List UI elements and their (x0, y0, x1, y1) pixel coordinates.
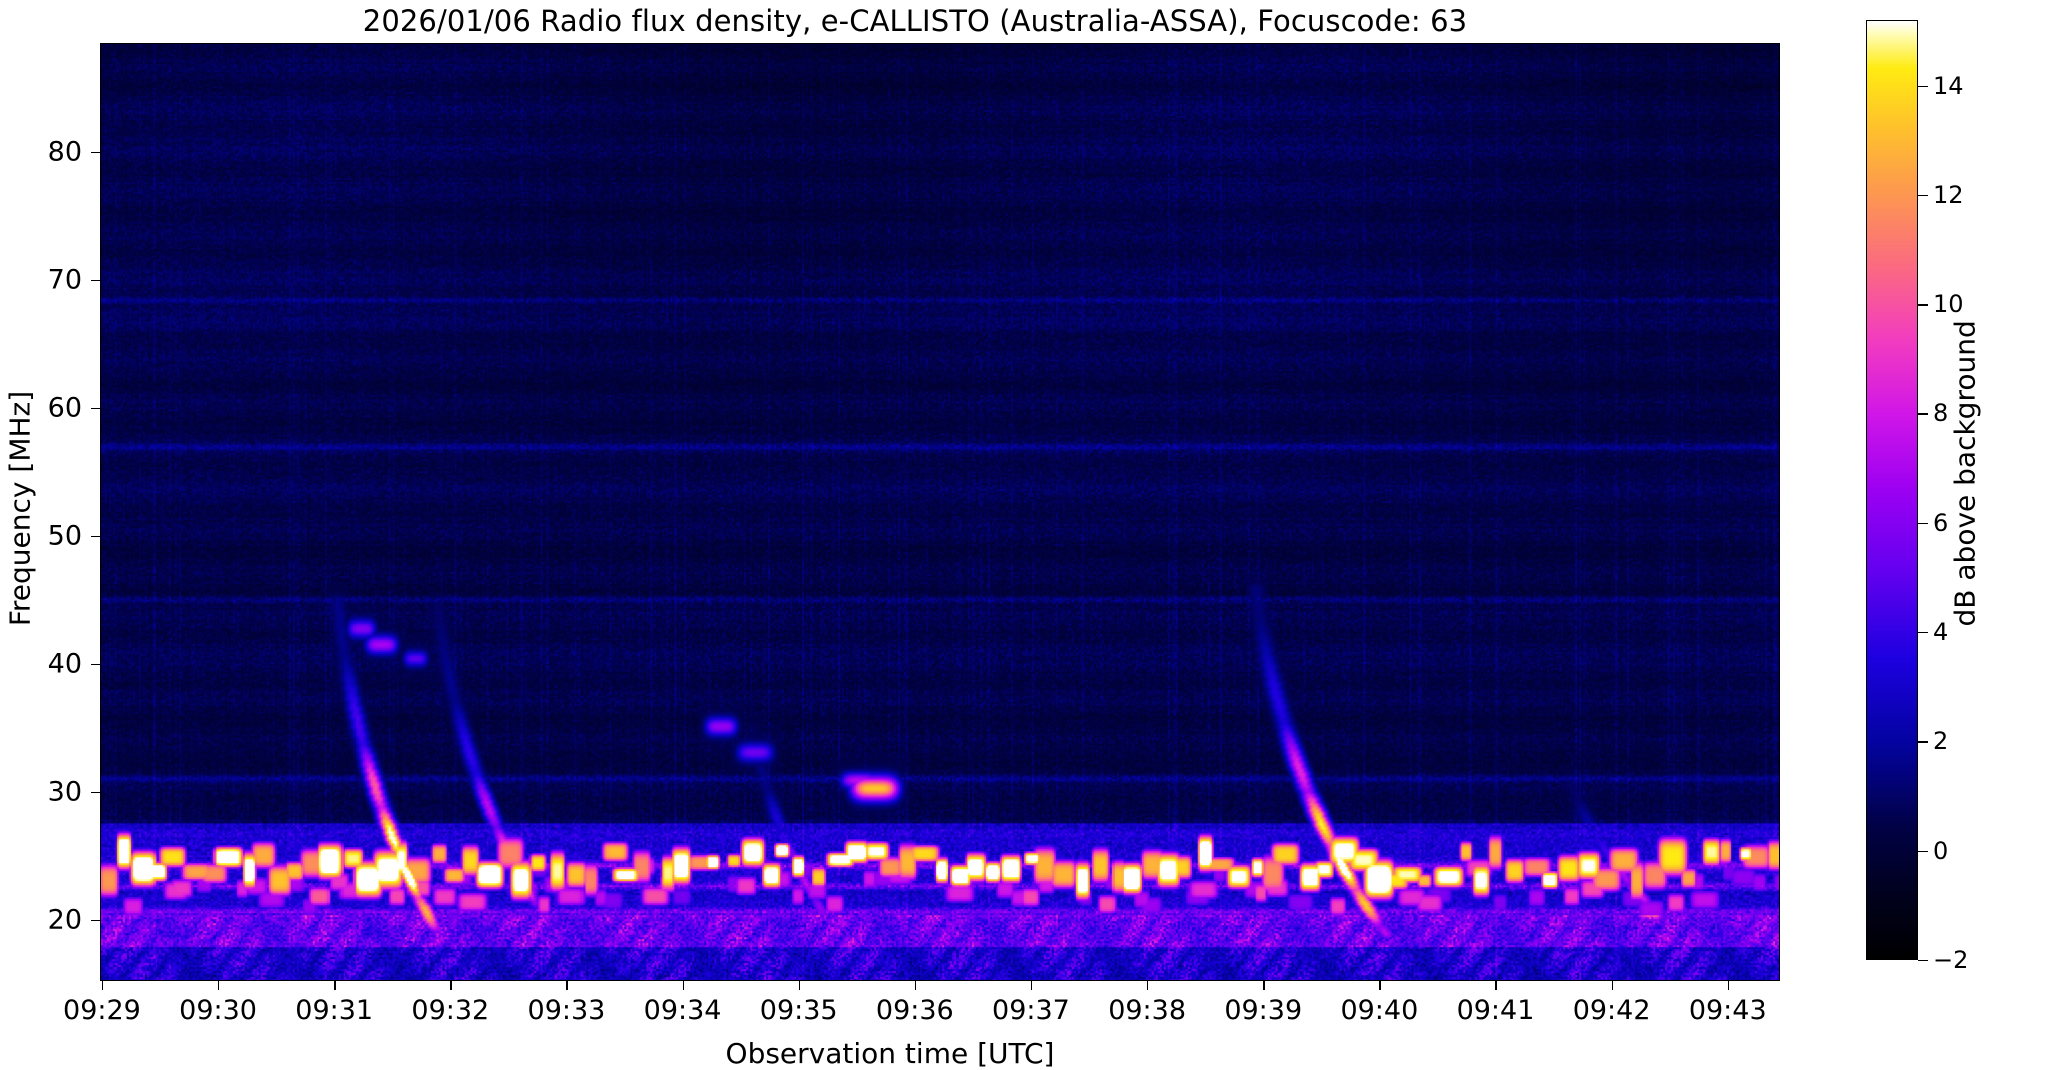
y-tick-mark (91, 791, 100, 793)
y-tick-label: 20 (47, 904, 82, 936)
colorbar-tick-mark (1918, 522, 1928, 525)
x-tick-label: 09:36 (875, 995, 954, 1026)
colorbar-tick-label: −2 (1933, 946, 1969, 974)
y-axis-label: Frequency [MHz] (3, 390, 37, 627)
colorbar-tick-mark (1918, 304, 1928, 306)
x-tick-mark (914, 981, 917, 990)
x-tick-label: 09:42 (1572, 995, 1651, 1026)
y-tick-mark (91, 407, 100, 410)
x-tick-label: 09:29 (63, 995, 141, 1026)
y-tick-mark (91, 663, 100, 666)
x-tick-mark (1030, 981, 1033, 990)
x-tick-label: 09:41 (1456, 995, 1535, 1026)
colorbar-tick-label: 8 (1933, 399, 1949, 428)
x-tick-mark (1611, 981, 1613, 990)
y-tick-label: 50 (47, 520, 82, 552)
x-tick-label: 09:40 (1340, 995, 1419, 1026)
colorbar-tick-mark (1918, 413, 1928, 415)
colorbar-tick-label: 10 (1933, 290, 1964, 319)
x-tick-label: 09:38 (1108, 995, 1186, 1026)
colorbar-tick-mark (1918, 850, 1928, 853)
y-tick-mark (91, 919, 100, 921)
y-tick-mark (91, 279, 100, 282)
y-tick-mark (91, 151, 100, 154)
colorbar-label: dB above background (1948, 320, 1982, 627)
x-tick-mark (1147, 981, 1149, 990)
x-tick-label: 09:37 (992, 995, 1070, 1026)
x-tick-label: 09:31 (295, 995, 374, 1026)
x-tick-label: 09:33 (527, 995, 606, 1026)
x-tick-mark (682, 981, 684, 990)
x-tick-mark (798, 981, 801, 990)
colorbar-tick-label: 6 (1933, 508, 1949, 537)
x-tick-mark (1495, 981, 1497, 990)
x-tick-label: 09:32 (411, 995, 490, 1026)
colorbar-tick-label: 12 (1933, 180, 1964, 209)
colorbar-tick-mark (1918, 960, 1928, 962)
x-tick-mark (566, 981, 568, 990)
colorbar-tick-label: 2 (1933, 727, 1949, 756)
x-tick-label: 09:43 (1688, 995, 1767, 1026)
x-tick-mark (218, 981, 220, 990)
colorbar[interactable] (1866, 20, 1918, 960)
colorbar-tick-label: 14 (1933, 71, 1964, 100)
colorbar-tick-mark (1918, 85, 1928, 87)
y-tick-label: 70 (47, 264, 82, 296)
x-tick-mark (334, 981, 336, 990)
x-tick-mark (1379, 981, 1381, 990)
x-tick-label: 09:34 (643, 995, 722, 1026)
x-tick-label: 09:30 (179, 995, 257, 1026)
x-tick-mark (450, 981, 452, 990)
x-tick-mark (1263, 981, 1265, 990)
colorbar-tick-label: 0 (1933, 836, 1949, 865)
colorbar-tick-mark (1918, 741, 1928, 743)
colorbar-tick-mark (1918, 632, 1928, 634)
colorbar-tick-mark (1918, 194, 1928, 197)
x-tick-mark (1727, 981, 1730, 990)
spectrogram-image (101, 44, 1779, 980)
colorbar-gradient (1867, 21, 1917, 959)
y-tick-label: 60 (47, 392, 82, 424)
x-tick-label: 09:39 (1224, 995, 1303, 1026)
colorbar-tick-label: 4 (1933, 618, 1949, 647)
x-tick-label: 09:35 (759, 995, 838, 1026)
y-tick-label: 30 (47, 776, 82, 808)
figure-title: 2026/01/06 Radio flux density, e-CALLIST… (362, 4, 1468, 38)
x-axis-label: Observation time [UTC] (725, 1037, 1055, 1070)
y-tick-mark (91, 535, 100, 538)
y-tick-label: 40 (47, 648, 82, 680)
spectrogram-axes[interactable] (100, 43, 1780, 981)
y-tick-label: 80 (47, 136, 82, 168)
x-tick-mark (101, 981, 104, 990)
